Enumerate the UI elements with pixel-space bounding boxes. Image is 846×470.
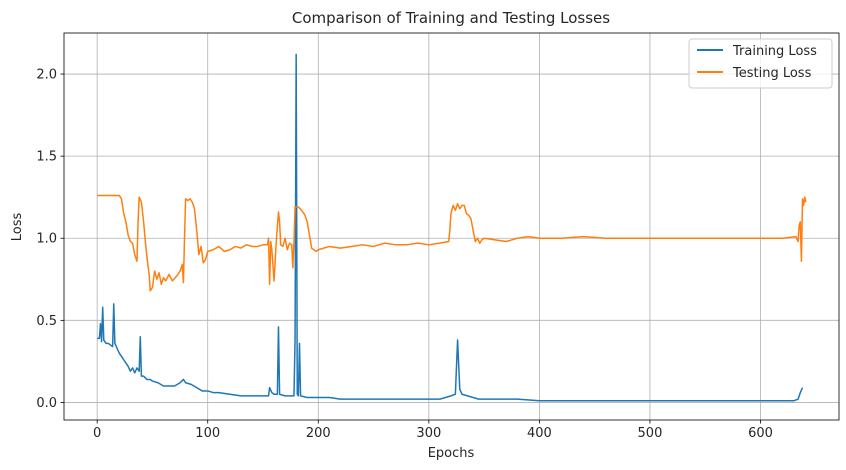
- legend-box: [688, 38, 833, 89]
- x-tick-label: 100: [195, 426, 220, 441]
- y-tick-label: 0.5: [36, 314, 57, 329]
- plot-frame: [63, 32, 840, 421]
- y-tick-label: 1.0: [36, 232, 57, 247]
- y-axis-title: Loss: [10, 213, 25, 242]
- y-tick-label: 0.0: [36, 396, 57, 411]
- y-tick-label: 2.0: [36, 68, 57, 83]
- x-tick-label: 0: [93, 426, 101, 441]
- x-tick-label: 400: [527, 426, 552, 441]
- x-tick-label: 600: [748, 426, 773, 441]
- series-line-training-loss: [97, 53, 804, 402]
- legend-label-training: Training Loss: [732, 44, 817, 59]
- chart-title: Comparison of Training and Testing Losse…: [292, 9, 610, 27]
- y-tick-label: 1.5: [36, 150, 57, 165]
- series-line-testing-loss: [97, 194, 807, 292]
- x-tick-label: 200: [306, 426, 331, 441]
- x-tick-label: 500: [638, 426, 663, 441]
- x-tick-label: 300: [416, 426, 441, 441]
- series-layer: [97, 53, 807, 402]
- x-axis-title: Epochs: [428, 446, 475, 461]
- ticks: 0 100 200 300 400 500 600 0.0 0.5 1.0 1.5 2.0: [36, 68, 773, 441]
- legend: Training Loss Testing Loss: [688, 38, 833, 89]
- plot-background: [64, 33, 839, 420]
- legend-label-testing: Testing Loss: [732, 66, 812, 81]
